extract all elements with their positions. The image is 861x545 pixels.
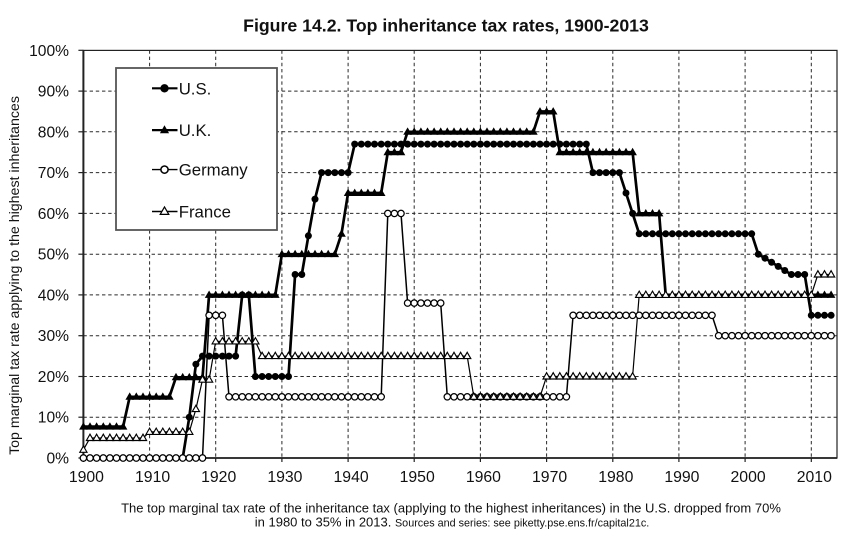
- svg-text:1960: 1960: [466, 469, 501, 486]
- svg-text:0%: 0%: [46, 451, 69, 468]
- svg-text:The top marginal tax rate of t: The top marginal tax rate of the inherit…: [121, 501, 781, 516]
- svg-text:1970: 1970: [532, 469, 567, 486]
- svg-text:1930: 1930: [267, 469, 302, 486]
- svg-text:France: France: [179, 203, 231, 222]
- svg-text:Top marginal tax rate applying: Top marginal tax rate applying to the hi…: [7, 96, 23, 455]
- svg-text:U.S.: U.S.: [179, 79, 212, 98]
- svg-text:1920: 1920: [201, 469, 236, 486]
- svg-text:Germany: Germany: [179, 161, 249, 180]
- svg-text:80%: 80%: [38, 124, 69, 141]
- svg-text:2010: 2010: [797, 469, 832, 486]
- svg-text:60%: 60%: [38, 206, 69, 223]
- svg-text:30%: 30%: [38, 328, 69, 345]
- svg-text:20%: 20%: [38, 369, 69, 386]
- svg-text:1910: 1910: [135, 469, 170, 486]
- svg-text:50%: 50%: [38, 247, 69, 264]
- svg-text:70%: 70%: [38, 165, 69, 182]
- svg-text:1950: 1950: [400, 469, 435, 486]
- svg-text:40%: 40%: [38, 287, 69, 304]
- svg-text:90%: 90%: [38, 84, 69, 101]
- svg-text:1940: 1940: [334, 469, 369, 486]
- svg-text:2000: 2000: [731, 469, 766, 486]
- svg-text:100%: 100%: [29, 43, 69, 60]
- svg-text:10%: 10%: [38, 410, 69, 427]
- svg-text:1980: 1980: [598, 469, 633, 486]
- svg-text:in 1980 to 35% in 2013. Source: in 1980 to 35% in 2013. Sources and seri…: [255, 515, 650, 530]
- svg-text:1990: 1990: [664, 469, 699, 486]
- svg-text:Figure 14.2. Top inheritance t: Figure 14.2. Top inheritance tax rates, …: [243, 16, 649, 36]
- svg-text:U.K.: U.K.: [179, 121, 212, 140]
- svg-text:1900: 1900: [69, 469, 104, 486]
